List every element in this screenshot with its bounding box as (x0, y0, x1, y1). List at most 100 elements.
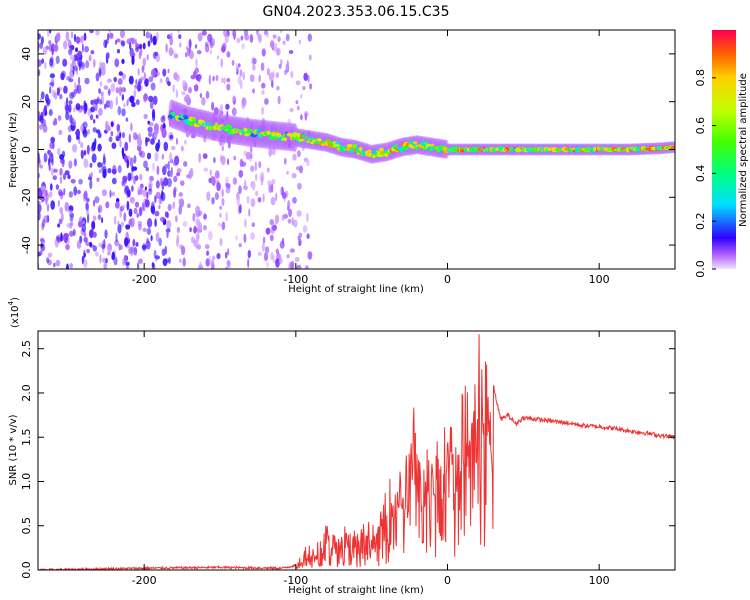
noise-blob (97, 143, 102, 152)
noise-blob (235, 235, 238, 241)
noise-blob (270, 196, 276, 206)
noise-blob (74, 33, 76, 43)
noise-blob (261, 48, 266, 57)
noise-blob (275, 258, 280, 268)
noise-blob (133, 207, 138, 215)
noise-blob (96, 177, 100, 182)
noise-blob (48, 191, 53, 198)
noise-blob (307, 251, 313, 260)
ridge-cell (430, 143, 435, 147)
noise-blob (147, 187, 153, 195)
noise-blob (133, 155, 137, 164)
noise-blob (117, 165, 122, 173)
noise-blob (114, 39, 118, 45)
noise-blob (46, 257, 50, 263)
noise-blob (252, 64, 256, 71)
noise-blob (197, 32, 203, 42)
noise-blob (80, 61, 86, 70)
noise-blob (244, 33, 250, 41)
y-tick-label: 2.0 (20, 384, 33, 402)
noise-blob (38, 111, 41, 117)
ridge-cell (273, 136, 278, 140)
ridge-cell (346, 143, 354, 148)
noise-blob (250, 153, 253, 159)
noise-blob (173, 175, 178, 183)
snr-multiplier-exp: 4 (7, 300, 15, 305)
noise-blob (121, 108, 126, 117)
noise-blob (44, 93, 49, 103)
noise-blob (75, 103, 81, 111)
noise-blob (216, 253, 221, 260)
noise-blob (173, 53, 179, 59)
noise-blob (178, 205, 182, 215)
noise-blob (221, 197, 225, 207)
noise-blob (298, 39, 301, 45)
noise-blob (125, 185, 130, 192)
noise-blob (146, 237, 150, 244)
noise-blob (160, 190, 164, 200)
noise-blob (226, 260, 230, 266)
noise-blob (179, 198, 185, 208)
noise-blob (203, 167, 209, 172)
noise-blob (162, 68, 167, 77)
noise-blob (302, 86, 306, 91)
noise-blob (92, 231, 97, 238)
noise-blob (275, 72, 279, 79)
snr-xlabel: Height of straight line (km) (288, 585, 424, 596)
noise-blob (142, 93, 147, 103)
colorbar-ramp (712, 30, 736, 269)
noise-blob (40, 91, 45, 100)
noise-blob (78, 139, 81, 144)
noise-blob (49, 153, 53, 158)
noise-blob (250, 145, 253, 155)
noise-blob (198, 75, 201, 83)
noise-blob (177, 30, 180, 34)
noise-blob (185, 46, 189, 51)
noise-blob (128, 133, 131, 143)
noise-blob (109, 99, 114, 110)
noise-blob (56, 147, 61, 156)
spectrogram-ylabel: Frequency (Hz) (8, 112, 19, 188)
noise-blob (52, 175, 57, 181)
noise-blob (136, 213, 140, 218)
colorbar-tick-label: 0.0 (694, 260, 707, 278)
noise-blob (275, 192, 278, 201)
noise-blob (115, 135, 120, 142)
y-tick-label: 2.5 (20, 340, 33, 358)
noise-blob (154, 195, 157, 204)
noise-blob (119, 132, 122, 139)
noise-blob (289, 248, 295, 253)
ridge-cell (281, 137, 288, 141)
noise-blob (227, 158, 230, 166)
noise-blob (39, 250, 43, 256)
noise-blob (296, 105, 300, 111)
noise-blob (62, 40, 68, 50)
noise-blob (170, 32, 173, 39)
colorbar-tick-label: 0.4 (694, 165, 707, 183)
noise-blob (80, 35, 84, 44)
noise-blob (302, 225, 308, 233)
noise-blob (141, 201, 145, 212)
noise-blob (243, 233, 247, 243)
y-tick-label: 40 (20, 47, 33, 61)
noise-blob (87, 128, 90, 135)
noise-blob (156, 71, 160, 76)
noise-blob (178, 34, 182, 39)
noise-blob (232, 95, 237, 102)
noise-blob (241, 97, 247, 107)
noise-blob (68, 49, 73, 56)
noise-blob (268, 72, 274, 82)
noise-blob (216, 55, 220, 60)
noise-blob (303, 157, 308, 163)
noise-blob (238, 243, 242, 248)
noise-blob (40, 36, 45, 45)
noise-blob (172, 84, 175, 93)
noise-blob (89, 162, 93, 168)
noise-blob (128, 96, 133, 102)
noise-blob (235, 62, 238, 73)
noise-blob (192, 212, 196, 222)
noise-blob (213, 157, 216, 164)
snr-ticks: -200 -100 0 100 0.0 0.5 1.0 1.5 2.0 2.5 (20, 331, 675, 587)
noise-blob (63, 85, 68, 94)
noise-blob (102, 257, 106, 263)
